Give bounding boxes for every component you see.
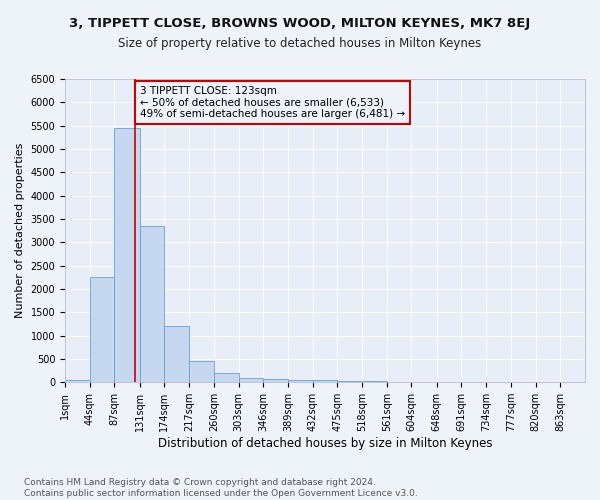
Bar [214, 373, 239, 382]
X-axis label: Distribution of detached houses by size in Milton Keynes: Distribution of detached houses by size … [158, 437, 492, 450]
Bar [90, 278, 115, 382]
Bar [140, 226, 164, 382]
Y-axis label: Number of detached properties: Number of detached properties [15, 143, 25, 318]
Text: Contains HM Land Registry data © Crown copyright and database right 2024.
Contai: Contains HM Land Registry data © Crown c… [24, 478, 418, 498]
Text: 3 TIPPETT CLOSE: 123sqm
← 50% of detached houses are smaller (6,533)
49% of semi: 3 TIPPETT CLOSE: 123sqm ← 50% of detache… [140, 86, 405, 119]
Bar [65, 380, 90, 382]
Bar [239, 378, 263, 382]
Bar [115, 128, 140, 382]
Text: Size of property relative to detached houses in Milton Keynes: Size of property relative to detached ho… [118, 38, 482, 51]
Bar [337, 381, 362, 382]
Text: 3, TIPPETT CLOSE, BROWNS WOOD, MILTON KEYNES, MK7 8EJ: 3, TIPPETT CLOSE, BROWNS WOOD, MILTON KE… [70, 18, 530, 30]
Bar [189, 361, 214, 382]
Bar [263, 378, 288, 382]
Bar [313, 380, 337, 382]
Bar [164, 326, 189, 382]
Bar [288, 380, 313, 382]
